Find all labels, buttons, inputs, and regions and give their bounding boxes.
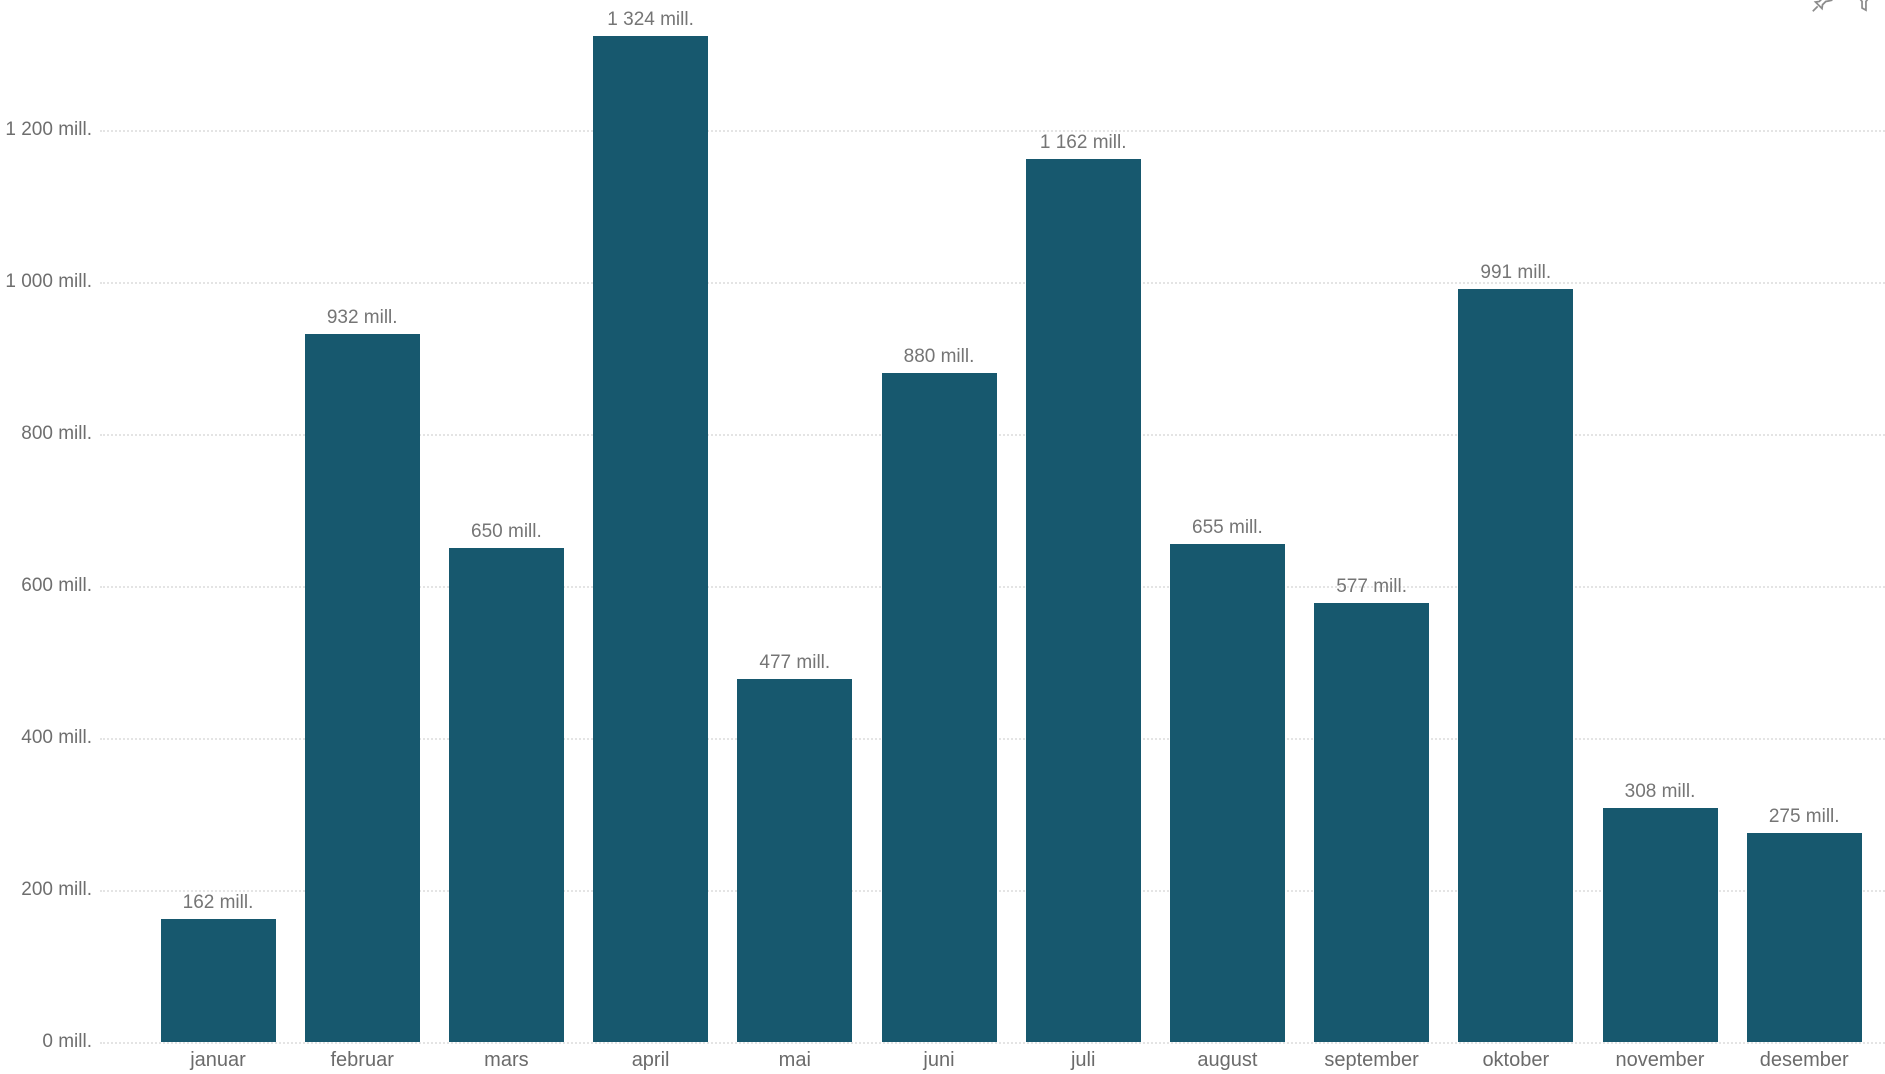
gridline bbox=[100, 282, 1885, 284]
bar-data-label: 308 mill. bbox=[1624, 780, 1696, 802]
bar-mars[interactable] bbox=[448, 548, 564, 1042]
x-axis-tick-label: mars bbox=[484, 1049, 529, 1071]
y-axis-tick-label: 600 mill. bbox=[21, 575, 92, 596]
bar-data-label: 162 mill. bbox=[182, 891, 254, 913]
bar-juni[interactable] bbox=[881, 373, 997, 1042]
bar-data-label: 275 mill. bbox=[1768, 806, 1840, 827]
bar-juli[interactable] bbox=[1025, 158, 1141, 1042]
bar-data-label: 477 mill. bbox=[759, 652, 831, 674]
y-axis-tick-label: 0 mill. bbox=[42, 1031, 92, 1052]
y-axis-tick-label: 200 mill. bbox=[21, 879, 92, 900]
bar-data-label: 655 mill. bbox=[1192, 517, 1263, 539]
x-axis-tick-label: november bbox=[1615, 1049, 1705, 1071]
bar-data-label: 1 324 mill. bbox=[607, 8, 694, 30]
x-axis-tick-label: desember bbox=[1759, 1049, 1849, 1071]
bar-september[interactable] bbox=[1314, 603, 1430, 1042]
bar-august[interactable] bbox=[1169, 544, 1285, 1042]
y-axis-tick-label: 1 000 mill. bbox=[5, 271, 92, 292]
bar-data-label: 1 162 mill. bbox=[1039, 131, 1127, 153]
filter-icon[interactable] bbox=[1851, 0, 1877, 15]
bar-data-label: 577 mill. bbox=[1336, 576, 1407, 598]
bar-data-label: 880 mill. bbox=[903, 346, 975, 368]
x-axis-tick-label: februar bbox=[330, 1049, 394, 1071]
x-axis-tick-label: januar bbox=[190, 1049, 246, 1071]
bar-februar[interactable] bbox=[304, 333, 420, 1042]
gridline bbox=[100, 130, 1885, 132]
bar-data-label: 991 mill. bbox=[1480, 261, 1552, 283]
bar-oktober[interactable] bbox=[1458, 288, 1574, 1042]
x-axis-tick-label: august bbox=[1197, 1049, 1258, 1071]
bar-mai[interactable] bbox=[737, 679, 853, 1042]
x-axis-tick-label: mai bbox=[778, 1049, 811, 1071]
y-axis-tick-label: 400 mill. bbox=[21, 727, 92, 748]
x-axis-tick-label: juni bbox=[923, 1049, 955, 1071]
y-axis-tick-label: 800 mill. bbox=[21, 423, 92, 444]
bar-april[interactable] bbox=[593, 35, 709, 1042]
bar-november[interactable] bbox=[1602, 807, 1718, 1042]
bar-data-label: 650 mill. bbox=[471, 521, 542, 542]
bar-januar[interactable] bbox=[160, 918, 276, 1042]
bar-desember[interactable] bbox=[1746, 833, 1862, 1042]
pin-icon[interactable] bbox=[1809, 0, 1835, 15]
y-axis-tick-label: 1 200 mill. bbox=[5, 119, 92, 140]
x-axis-tick-label: september bbox=[1324, 1049, 1419, 1071]
gridline bbox=[100, 1042, 1885, 1044]
bar-data-label: 932 mill. bbox=[326, 306, 398, 328]
x-axis-tick-label: april bbox=[631, 1049, 670, 1071]
visual-header-toolbar bbox=[1809, 0, 1877, 15]
x-axis-tick-label: oktober bbox=[1482, 1049, 1550, 1071]
x-axis-tick-label: juli bbox=[1070, 1049, 1096, 1071]
